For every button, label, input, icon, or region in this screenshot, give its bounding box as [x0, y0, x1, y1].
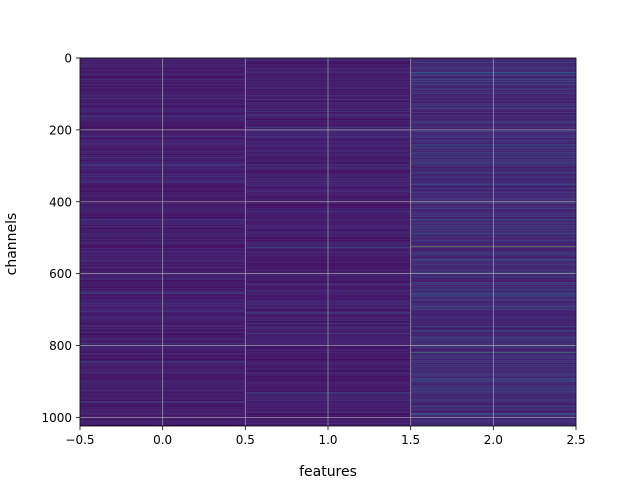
y-tick-label: 800 [49, 339, 72, 353]
x-tick-label: 2.0 [484, 433, 503, 447]
y-tick-label: 400 [49, 195, 72, 209]
y-tick-label: 200 [49, 123, 72, 137]
y-tick-label: 0 [64, 52, 72, 66]
y-tick-label: 1000 [41, 411, 72, 425]
y-axis: 0 200 400 600 800 1000 [41, 52, 80, 425]
x-tick-label: 0.0 [153, 433, 172, 447]
x-tick-label: 1.5 [401, 433, 420, 447]
y-tick-label: 600 [49, 267, 72, 281]
x-tick-label: 0.5 [236, 433, 255, 447]
x-axis-title: features [299, 464, 357, 480]
x-tick-label: −0.5 [65, 433, 94, 447]
x-tick-label: 2.5 [566, 433, 585, 447]
x-tick-label: 1.0 [318, 433, 337, 447]
x-axis: −0.5 0.0 0.5 1.0 1.5 2.0 2.5 [65, 426, 586, 447]
y-axis-title: channels [4, 213, 20, 276]
plot-area [79, 57, 577, 427]
